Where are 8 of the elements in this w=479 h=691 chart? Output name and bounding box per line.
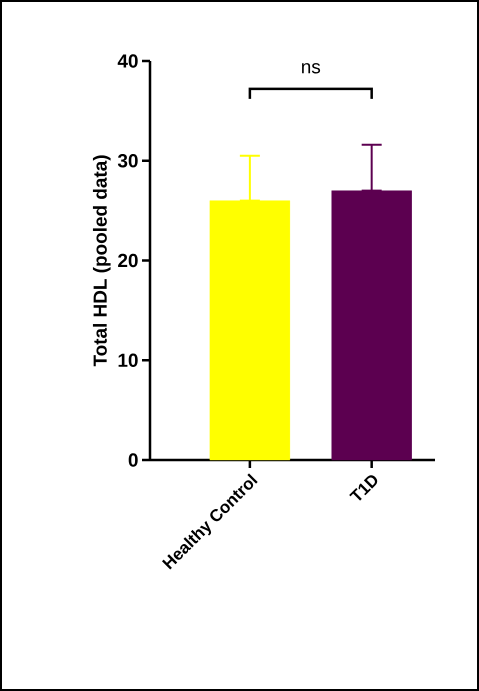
y-tick-label: 30 <box>118 154 138 168</box>
y-axis-title: Total HDL (pooled data) <box>92 155 111 366</box>
y-tick-label: 20 <box>118 254 138 268</box>
y-tick-label: 0 <box>128 453 138 467</box>
y-tick-label: 10 <box>118 354 138 367</box>
y-tick-label: 40 <box>118 54 138 68</box>
annotation: ns <box>302 63 320 74</box>
x-tick-label: T1D <box>349 475 378 501</box>
